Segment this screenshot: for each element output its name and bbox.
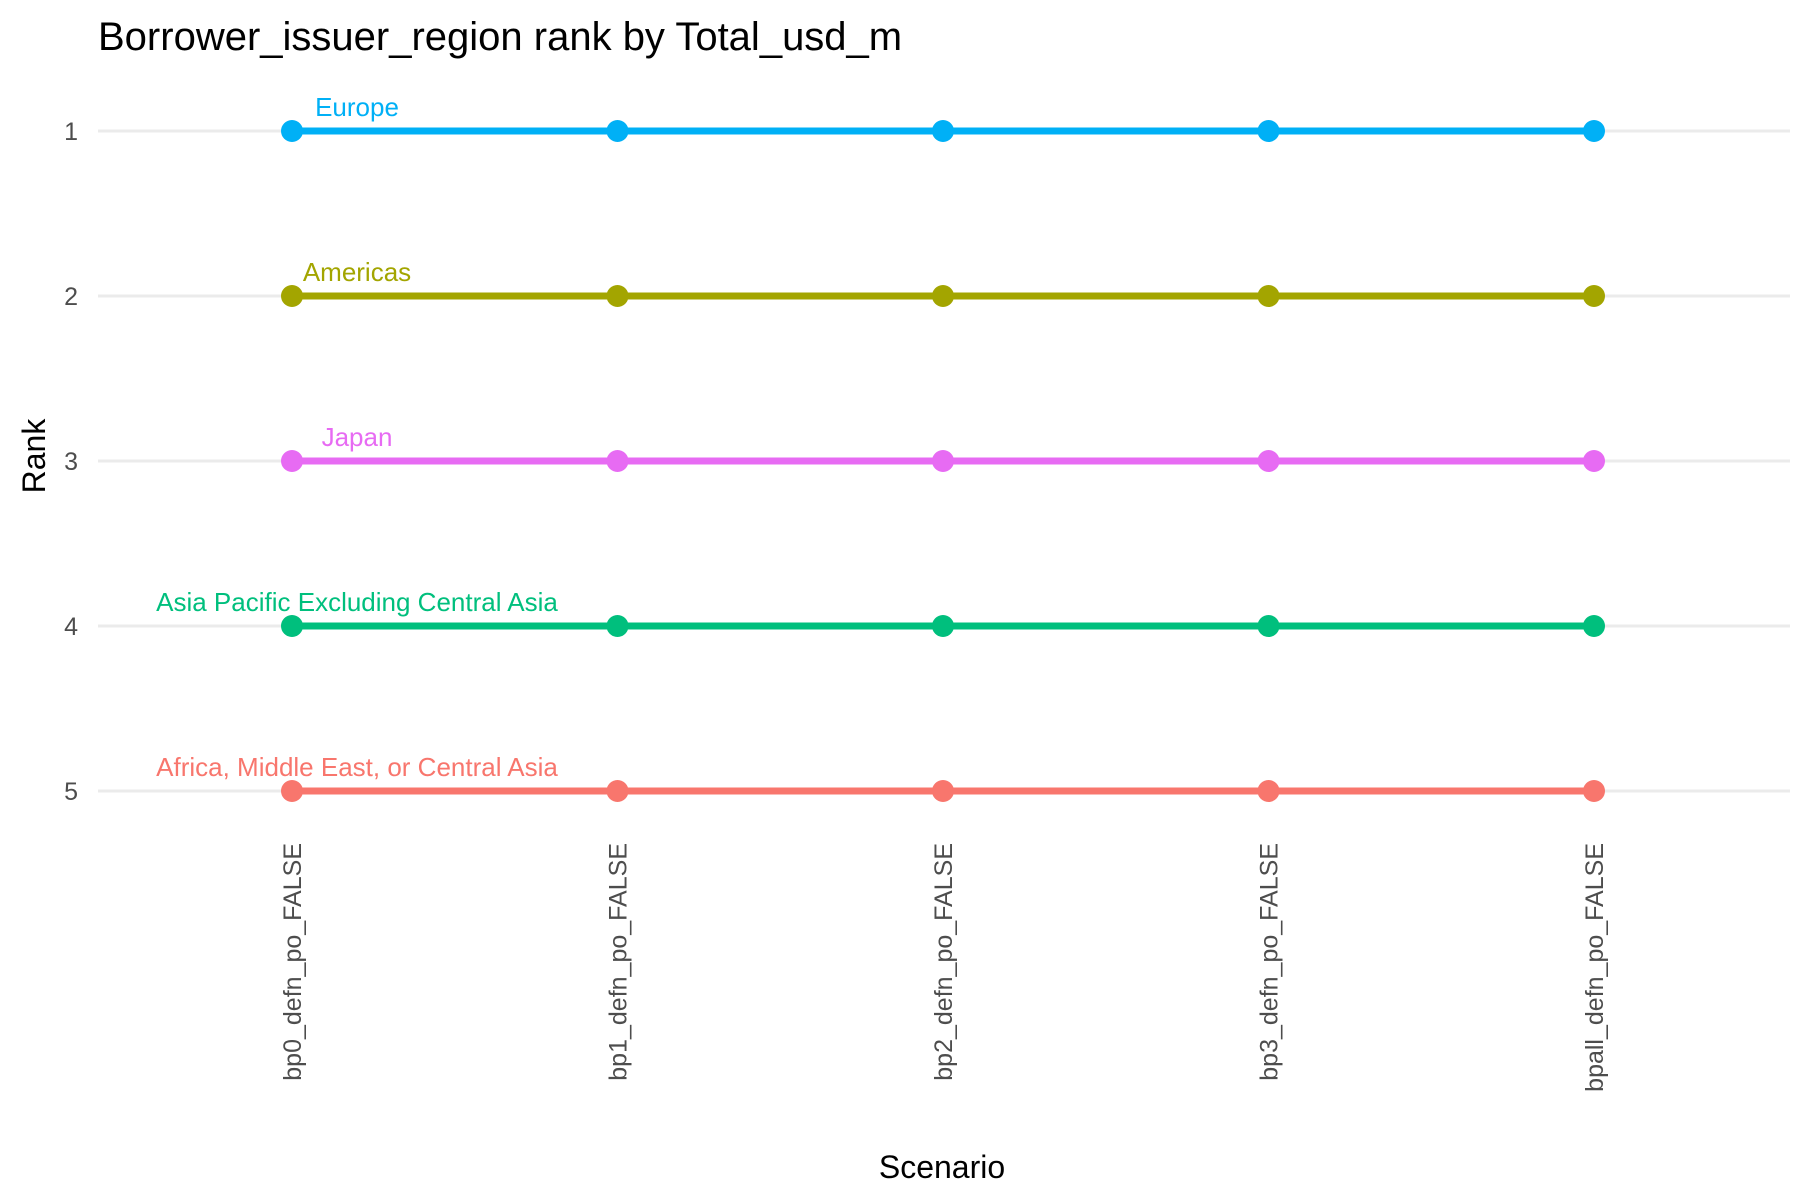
data-point-bp0_defn_po_FALSE <box>281 450 303 472</box>
data-point-bpall_defn_po_FALSE <box>1583 615 1605 637</box>
data-point-bp1_defn_po_FALSE <box>606 450 629 472</box>
data-point-bp1_defn_po_FALSE <box>606 120 629 142</box>
y-tick-label-5: 5 <box>64 778 78 806</box>
data-point-bp2_defn_po_FALSE <box>932 285 954 307</box>
series-americas: Americas <box>281 257 1605 307</box>
data-point-bp3_defn_po_FALSE <box>1257 780 1280 802</box>
data-point-bp0_defn_po_FALSE <box>281 120 303 142</box>
series-label: Japan <box>322 422 393 452</box>
series-label: Asia Pacific Excluding Central Asia <box>156 587 558 617</box>
data-point-bp1_defn_po_FALSE <box>606 285 629 307</box>
series-label: Africa, Middle East, or Central Asia <box>156 752 558 782</box>
y-tick-label-4: 4 <box>64 613 78 641</box>
series-africa-middle-east-or-central-asia: Africa, Middle East, or Central Asia <box>156 752 1605 802</box>
chart-title: Borrower_issuer_region rank by Total_usd… <box>98 15 902 59</box>
series-europe: Europe <box>281 92 1605 142</box>
data-point-bp2_defn_po_FALSE <box>932 780 954 802</box>
data-point-bpall_defn_po_FALSE <box>1583 780 1605 802</box>
series-layer: Europe Americas Japan Asia Pacific Excludin… <box>156 92 1605 802</box>
data-point-bp0_defn_po_FALSE <box>281 780 303 802</box>
y-tick-label-3: 3 <box>64 448 78 476</box>
x-axis-ticks: bp0_defn_po_FALSE bp1_defn_po_FALSE bp2_de… <box>279 843 1609 1092</box>
data-point-bp3_defn_po_FALSE <box>1257 120 1280 142</box>
series-japan: Japan <box>281 422 1605 472</box>
y-axis-title: Rank <box>16 418 52 494</box>
data-point-bp1_defn_po_FALSE <box>606 615 629 637</box>
data-point-bp3_defn_po_FALSE <box>1257 285 1280 307</box>
data-point-bp2_defn_po_FALSE <box>932 615 954 637</box>
x-tick-label-bp0_defn_po_FALSE: bp0_defn_po_FALSE <box>279 843 307 1081</box>
data-point-bp3_defn_po_FALSE <box>1257 615 1280 637</box>
data-point-bp3_defn_po_FALSE <box>1257 450 1280 472</box>
x-axis-title: Scenario <box>879 1149 1005 1185</box>
y-tick-label-2: 2 <box>64 283 78 311</box>
data-point-bp1_defn_po_FALSE <box>606 780 629 802</box>
data-point-bp0_defn_po_FALSE <box>281 285 303 307</box>
data-point-bpall_defn_po_FALSE <box>1583 285 1605 307</box>
x-tick-label-bpall_defn_po_FALSE: bpall_defn_po_FALSE <box>1581 843 1609 1092</box>
x-tick-label-bp2_defn_po_FALSE: bp2_defn_po_FALSE <box>930 843 958 1081</box>
y-tick-label-1: 1 <box>64 118 78 146</box>
data-point-bpall_defn_po_FALSE <box>1583 120 1605 142</box>
data-point-bp2_defn_po_FALSE <box>932 120 954 142</box>
series-label: Americas <box>303 257 411 287</box>
data-point-bp2_defn_po_FALSE <box>932 450 954 472</box>
series-asia-pacific-excluding-central-asia: Asia Pacific Excluding Central Asia <box>156 587 1605 637</box>
series-label: Europe <box>315 92 399 122</box>
x-tick-label-bp3_defn_po_FALSE: bp3_defn_po_FALSE <box>1256 843 1284 1081</box>
y-axis-ticks: 1 2 3 4 5 <box>64 118 78 806</box>
x-tick-label-bp1_defn_po_FALSE: bp1_defn_po_FALSE <box>605 843 633 1081</box>
data-point-bp0_defn_po_FALSE <box>281 615 303 637</box>
data-point-bpall_defn_po_FALSE <box>1583 450 1605 472</box>
